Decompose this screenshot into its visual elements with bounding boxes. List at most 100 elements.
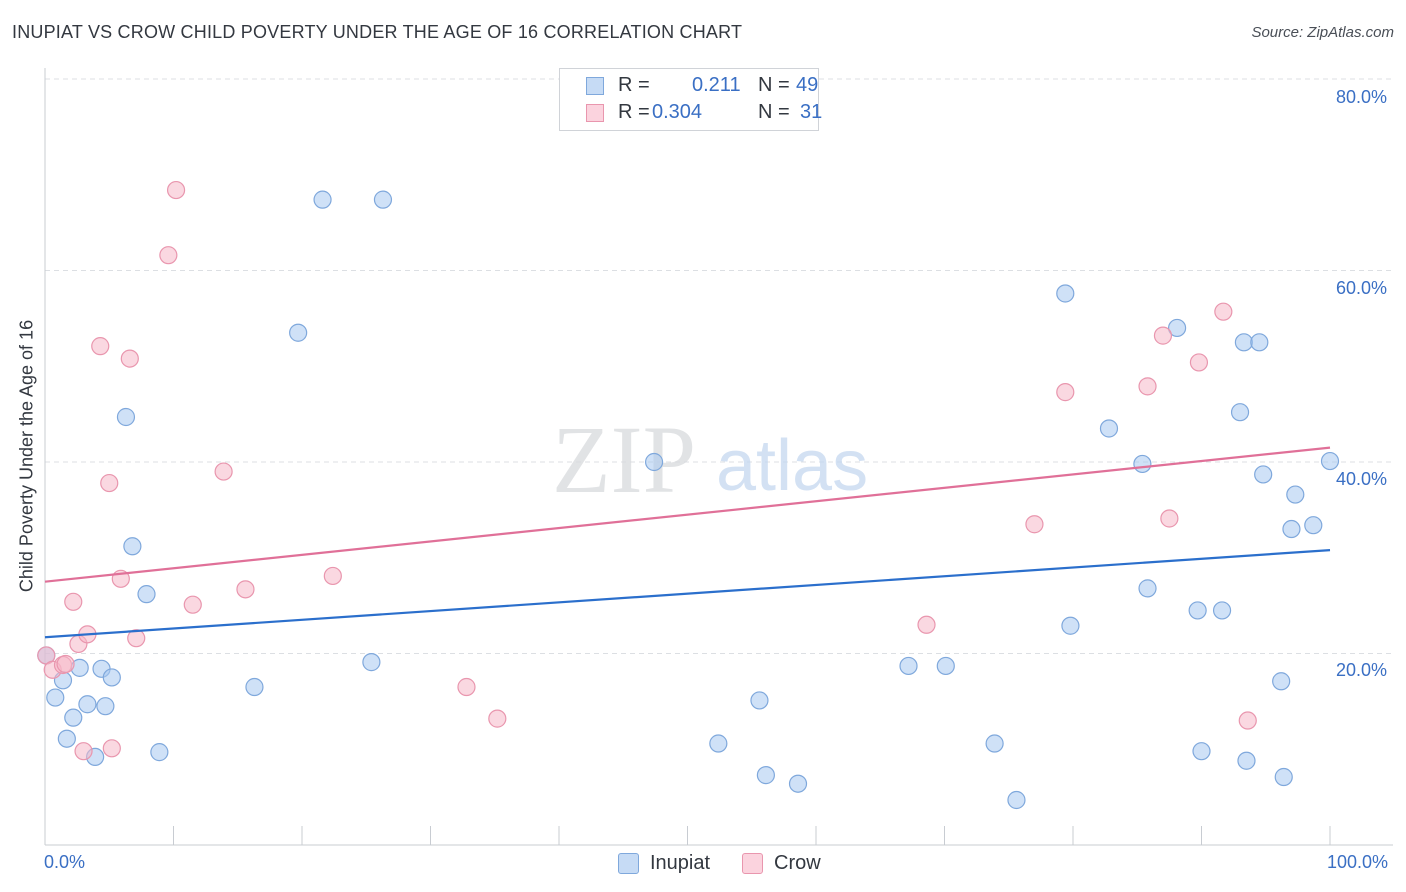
- inupiat-point: [1188, 601, 1207, 620]
- inupiat-point: [1254, 465, 1273, 484]
- inupiat-point: [289, 323, 308, 342]
- inupiat-point: [1304, 516, 1323, 535]
- watermark-atlas: atlas: [716, 426, 868, 506]
- inupiat-point: [96, 697, 115, 716]
- inupiat-point: [137, 585, 156, 604]
- inupiat-point: [362, 653, 381, 672]
- crow-point: [1214, 302, 1233, 321]
- crow-point: [159, 246, 178, 265]
- r-label: R =: [618, 101, 650, 123]
- trend-lines: [44, 446, 1331, 639]
- crow-point: [127, 629, 146, 648]
- inupiat-point: [245, 677, 264, 697]
- y-axis-label: Child Poverty Under the Age of 16: [16, 319, 37, 593]
- crow-legend-swatch: [742, 853, 763, 874]
- crow-point: [183, 595, 202, 614]
- inupiat-point: [78, 695, 97, 714]
- inupiat-point: [1234, 333, 1254, 352]
- inupiat-point: [1272, 672, 1291, 691]
- legend-label: Inupiat: [650, 852, 711, 874]
- inupiat-point: [1061, 616, 1080, 635]
- inupiat-swatch: [586, 77, 604, 95]
- crow-point: [56, 654, 75, 674]
- n-label: N =: [758, 101, 790, 123]
- inupiat-point: [1320, 451, 1340, 471]
- y-tick-label-20: 20.0%: [1336, 660, 1388, 680]
- inupiat-point: [373, 190, 393, 209]
- crow-point: [1138, 377, 1157, 396]
- inupiat-point: [150, 743, 169, 762]
- crow-point: [1238, 711, 1257, 730]
- crow-point: [64, 592, 83, 611]
- crow-point: [917, 615, 936, 634]
- inupiat-point: [709, 734, 728, 753]
- x-tick-label-max: 100.0%: [1327, 852, 1389, 872]
- inupiat-point: [936, 656, 955, 676]
- crow-trend-line: [44, 446, 1331, 583]
- y-tick-label-40: 40.0%: [1336, 469, 1388, 489]
- inupiat-point: [1099, 419, 1119, 438]
- inupiat-point: [1230, 403, 1250, 422]
- crow-point: [120, 349, 139, 368]
- inupiat-point: [750, 691, 769, 710]
- crow-point: [323, 566, 342, 586]
- series-crow: [37, 180, 1257, 761]
- watermark: ZIP atlas: [552, 406, 868, 513]
- inupiat-point: [644, 452, 664, 472]
- inupiat-point: [1167, 318, 1187, 338]
- n-label: N =: [758, 74, 790, 96]
- crow-point: [74, 742, 93, 761]
- inupiat-point: [1274, 767, 1293, 787]
- inupiat-point: [313, 190, 332, 209]
- crow-point: [1025, 515, 1044, 534]
- crow-point: [166, 180, 186, 200]
- y-tick-label-60: 60.0%: [1336, 278, 1388, 298]
- r-label: R =: [618, 74, 650, 96]
- crow-point: [1153, 326, 1173, 345]
- n-value: 49: [796, 74, 819, 96]
- inupiat-point: [1192, 742, 1211, 761]
- legend-label: Crow: [774, 852, 821, 874]
- crow-point: [236, 580, 255, 599]
- crow-point: [100, 473, 119, 493]
- inupiat-point: [985, 734, 1004, 753]
- inupiat-legend-swatch: [618, 853, 639, 874]
- series-points: [37, 180, 1340, 810]
- crow-point: [1160, 509, 1179, 528]
- inupiat-point: [1056, 284, 1075, 303]
- r-value: 0.211: [692, 74, 741, 96]
- inupiat-point: [64, 708, 83, 727]
- stats-legend: R = 0.211 N = 49 R = 0.304 N = 31: [559, 68, 823, 131]
- r-value: 0.304: [652, 101, 703, 123]
- crow-point: [1056, 383, 1075, 402]
- inupiat-point: [1212, 601, 1232, 620]
- n-value: 31: [800, 101, 823, 123]
- crow-swatch: [586, 104, 604, 122]
- watermark-zip: ZIP: [552, 406, 696, 513]
- crow-point: [102, 739, 121, 758]
- inupiat-point: [1286, 485, 1305, 504]
- crow-point: [1189, 353, 1209, 372]
- chart-title: INUPIAT VS CROW CHILD POVERTY UNDER THE …: [12, 22, 743, 42]
- inupiat-point: [1133, 454, 1152, 474]
- axes: [44, 68, 1393, 846]
- inupiat-point: [116, 407, 136, 427]
- crow-point: [91, 337, 110, 356]
- y-tick-label-80: 80.0%: [1336, 87, 1388, 107]
- inupiat-point: [756, 766, 775, 785]
- inupiat-point: [1250, 333, 1269, 352]
- crow-point: [488, 709, 507, 728]
- inupiat-point: [102, 668, 121, 687]
- source-credit: Source: ZipAtlas.com: [1251, 24, 1394, 41]
- crow-point: [457, 677, 476, 697]
- inupiat-point: [1237, 751, 1256, 770]
- inupiat-point: [123, 537, 142, 556]
- inupiat-point: [46, 688, 65, 707]
- x-tick-label-min: 0.0%: [44, 852, 86, 872]
- inupiat-trend-line: [44, 548, 1331, 639]
- inupiat-point: [57, 729, 76, 748]
- inupiat-point: [788, 774, 808, 793]
- crow-point: [214, 462, 233, 481]
- inupiat-point: [1282, 519, 1301, 539]
